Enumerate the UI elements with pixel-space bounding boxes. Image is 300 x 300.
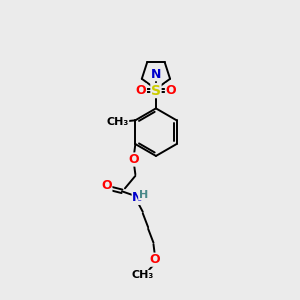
Text: CH₃: CH₃ — [131, 270, 154, 280]
Text: S: S — [151, 84, 161, 98]
Text: O: O — [136, 84, 146, 97]
Text: O: O — [150, 253, 160, 266]
Text: O: O — [129, 153, 139, 166]
Text: N: N — [151, 68, 161, 81]
Text: N: N — [132, 191, 142, 204]
Text: O: O — [101, 179, 112, 193]
Text: O: O — [166, 84, 176, 97]
Text: H: H — [139, 190, 148, 200]
Text: CH₃: CH₃ — [106, 117, 129, 127]
